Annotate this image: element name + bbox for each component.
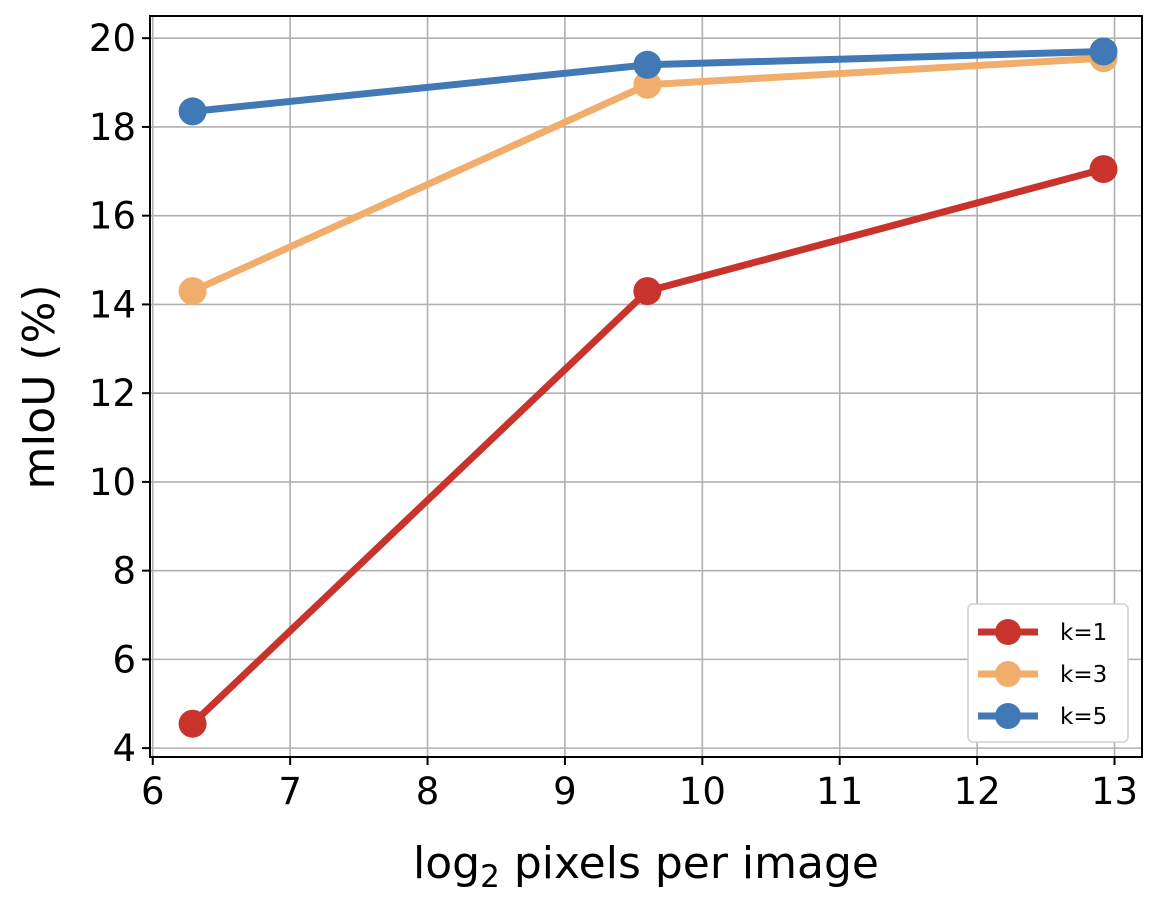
x-tick-label-4: 10: [679, 770, 726, 813]
y-tick-label-2: 8: [112, 550, 136, 593]
legend-marker-k=3: [995, 661, 1021, 687]
x-tick-label-7: 13: [1091, 770, 1138, 813]
legend-label-k=3: k=3: [1060, 662, 1107, 688]
series-k=5: [178, 37, 1118, 126]
x-tick-label-5: 11: [816, 770, 863, 813]
data-point-k=5-2: [1089, 37, 1118, 66]
x-tick-label-0: 6: [141, 770, 165, 813]
legend-label-k=5: k=5: [1060, 704, 1107, 730]
data-point-k=1-0: [178, 709, 207, 738]
legend-label-k=1: k=1: [1060, 620, 1107, 646]
data-point-k=1-2: [1089, 155, 1118, 184]
x-tick-label-2: 8: [416, 770, 440, 813]
y-tick-label-8: 20: [89, 17, 136, 60]
data-point-k=3-1: [633, 70, 662, 99]
legend-item-k=3: k=3: [978, 661, 1107, 688]
y-tick-label-3: 10: [89, 461, 136, 504]
data-point-k=3-0: [178, 277, 207, 306]
x-tick-label-3: 9: [553, 770, 577, 813]
x-axis-label-subscript: 2: [480, 859, 500, 895]
y-axis-ticks: 4 6 8 10 12 14 16 18 20: [89, 17, 150, 770]
y-tick-label-6: 16: [89, 195, 136, 238]
data-point-k=5-0: [178, 97, 207, 126]
legend-item-k=1: k=1: [978, 619, 1107, 646]
legend-marker-k=1: [995, 619, 1021, 645]
legend: k=1 k=3 k=5: [967, 603, 1129, 743]
x-tick-label-6: 12: [954, 770, 1001, 813]
data-point-k=5-1: [633, 50, 662, 79]
y-tick-label-1: 6: [112, 638, 136, 681]
x-axis-label: log2 pixels per image: [413, 838, 879, 895]
y-tick-label-7: 18: [89, 106, 136, 149]
series-layer: [178, 37, 1118, 738]
plot-frame: [149, 15, 1143, 758]
data-point-k=1-1: [633, 277, 662, 306]
legend-marker-k=5: [995, 703, 1021, 729]
x-axis-ticks: 6 7 8 9 10 11 12 13: [141, 757, 1138, 813]
x-axis-label-base: log: [413, 838, 480, 889]
legend-item-k=5: k=5: [978, 703, 1107, 730]
y-tick-label-4: 12: [89, 372, 136, 415]
y-tick-label-0: 4: [112, 727, 136, 770]
y-axis-label: mIoU (%): [14, 284, 65, 489]
series-k=1: [178, 155, 1118, 738]
y-tick-label-5: 14: [89, 283, 136, 326]
x-tick-label-1: 7: [278, 770, 302, 813]
x-axis-label-rest: pixels per image: [500, 838, 879, 889]
